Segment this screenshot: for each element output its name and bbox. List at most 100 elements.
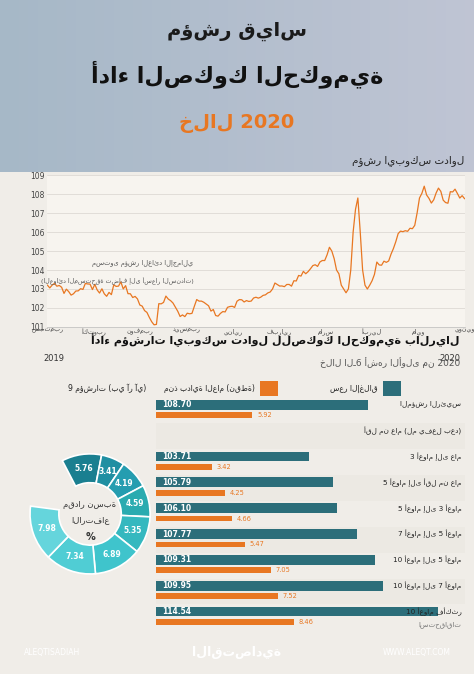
Text: 5.35: 5.35 xyxy=(124,526,142,534)
Bar xyxy=(436,0,446,172)
Bar xyxy=(294,0,303,172)
Bar xyxy=(156,400,368,410)
Bar xyxy=(156,464,212,470)
Text: الاقتصادية: الاقتصادية xyxy=(192,646,282,658)
Text: 7.05: 7.05 xyxy=(275,568,290,574)
Bar xyxy=(237,0,246,172)
Text: مقدار نسبة: مقدار نسبة xyxy=(64,500,117,510)
Text: أداء الصكوك الحكومية: أداء الصكوك الحكومية xyxy=(91,60,383,88)
Bar xyxy=(341,0,351,172)
Bar xyxy=(332,0,341,172)
Text: الارتفاع: الارتفاع xyxy=(71,516,109,524)
Bar xyxy=(156,578,465,605)
Text: ALEQTISADIAH: ALEQTISADIAH xyxy=(24,648,80,656)
Bar xyxy=(218,0,228,172)
Bar xyxy=(156,607,438,617)
Text: 5.47: 5.47 xyxy=(250,541,264,547)
Text: 3.41: 3.41 xyxy=(98,467,117,477)
Text: 4.19: 4.19 xyxy=(115,479,133,488)
Bar xyxy=(209,0,218,172)
Bar xyxy=(156,412,253,418)
Wedge shape xyxy=(30,506,68,557)
Text: مؤشر قياس: مؤشر قياس xyxy=(167,22,307,40)
Bar xyxy=(228,0,237,172)
Text: 6.89: 6.89 xyxy=(102,549,121,559)
Bar xyxy=(142,0,152,172)
Text: 2020: 2020 xyxy=(439,354,460,363)
Bar xyxy=(0,0,9,172)
Text: WWW.ALEQT.COM: WWW.ALEQT.COM xyxy=(383,648,450,656)
Bar xyxy=(104,0,114,172)
Bar xyxy=(57,0,66,172)
Text: أقل من عام (لم يفعل بعد): أقل من عام (لم يفعل بعد) xyxy=(365,427,461,435)
Text: أداء مؤشرات ايبوكس تداول للصكوك الحكومية بالريال: أداء مؤشرات ايبوكس تداول للصكوك الحكومية… xyxy=(91,333,460,346)
Bar xyxy=(351,0,360,172)
Text: 5 أعوام إلى 3 أعوام: 5 أعوام إلى 3 أعوام xyxy=(398,504,461,512)
Text: استحقاقات: استحقاقات xyxy=(419,621,461,628)
Bar xyxy=(398,0,408,172)
Text: 7 أعوام إلى 5 أعوام: 7 أعوام إلى 5 أعوام xyxy=(398,530,461,539)
Text: 3.42: 3.42 xyxy=(217,464,231,470)
Text: 5.92: 5.92 xyxy=(257,412,272,419)
Bar xyxy=(156,568,271,573)
Bar xyxy=(156,581,383,590)
Bar xyxy=(156,619,293,625)
Bar xyxy=(360,0,370,172)
Bar xyxy=(383,381,401,396)
Bar xyxy=(246,0,256,172)
Bar xyxy=(156,490,225,495)
Bar xyxy=(123,0,133,172)
Bar xyxy=(446,0,455,172)
Bar xyxy=(133,0,142,172)
Wedge shape xyxy=(63,454,101,486)
Text: 5 أعوام إلى أقل من عام: 5 أعوام إلى أقل من عام xyxy=(383,478,461,487)
Text: 108.70: 108.70 xyxy=(163,400,192,409)
Bar xyxy=(322,0,332,172)
Text: (العوائد المستحقة تضاف إلى أسعار السندات): (العوائد المستحقة تضاف إلى أسعار السندات… xyxy=(41,278,193,285)
Text: 7.52: 7.52 xyxy=(283,593,298,599)
Bar xyxy=(427,0,436,172)
Text: 107.77: 107.77 xyxy=(163,530,192,539)
Wedge shape xyxy=(114,516,150,551)
Text: 7.98: 7.98 xyxy=(37,524,56,533)
Bar xyxy=(275,0,284,172)
Bar xyxy=(260,381,278,396)
Text: سعر الإغلاق: سعر الإغلاق xyxy=(330,384,378,393)
Text: %: % xyxy=(85,532,95,542)
Bar xyxy=(156,503,337,513)
Text: 2019: 2019 xyxy=(43,354,64,363)
Bar xyxy=(256,0,265,172)
Text: 10 أعوام إلى 7 أعوام: 10 أعوام إلى 7 أعوام xyxy=(393,582,461,590)
Bar xyxy=(152,0,161,172)
Bar xyxy=(156,593,278,599)
Bar xyxy=(180,0,190,172)
Text: خلال 2020: خلال 2020 xyxy=(179,115,295,133)
Text: 103.71: 103.71 xyxy=(163,452,192,461)
Bar xyxy=(66,0,76,172)
Bar xyxy=(28,0,38,172)
Bar xyxy=(156,475,465,501)
Bar xyxy=(156,423,465,450)
Bar xyxy=(47,0,57,172)
Bar xyxy=(156,516,232,522)
Bar xyxy=(465,0,474,172)
Bar xyxy=(114,0,123,172)
Bar xyxy=(389,0,398,172)
Wedge shape xyxy=(93,533,137,574)
Bar xyxy=(156,542,245,547)
Wedge shape xyxy=(48,537,95,574)
Bar xyxy=(85,0,95,172)
Bar xyxy=(19,0,28,172)
Bar xyxy=(95,0,104,172)
Text: 3 أعوام إلى عام: 3 أعوام إلى عام xyxy=(410,452,461,461)
Text: 5.76: 5.76 xyxy=(74,464,93,473)
Bar xyxy=(284,0,294,172)
Text: 4.66: 4.66 xyxy=(237,516,252,522)
Bar xyxy=(408,0,417,172)
Bar xyxy=(171,0,180,172)
Text: 4.59: 4.59 xyxy=(125,499,144,508)
Wedge shape xyxy=(96,455,124,488)
Text: 4.25: 4.25 xyxy=(230,490,245,496)
Bar xyxy=(417,0,427,172)
Wedge shape xyxy=(118,486,150,517)
